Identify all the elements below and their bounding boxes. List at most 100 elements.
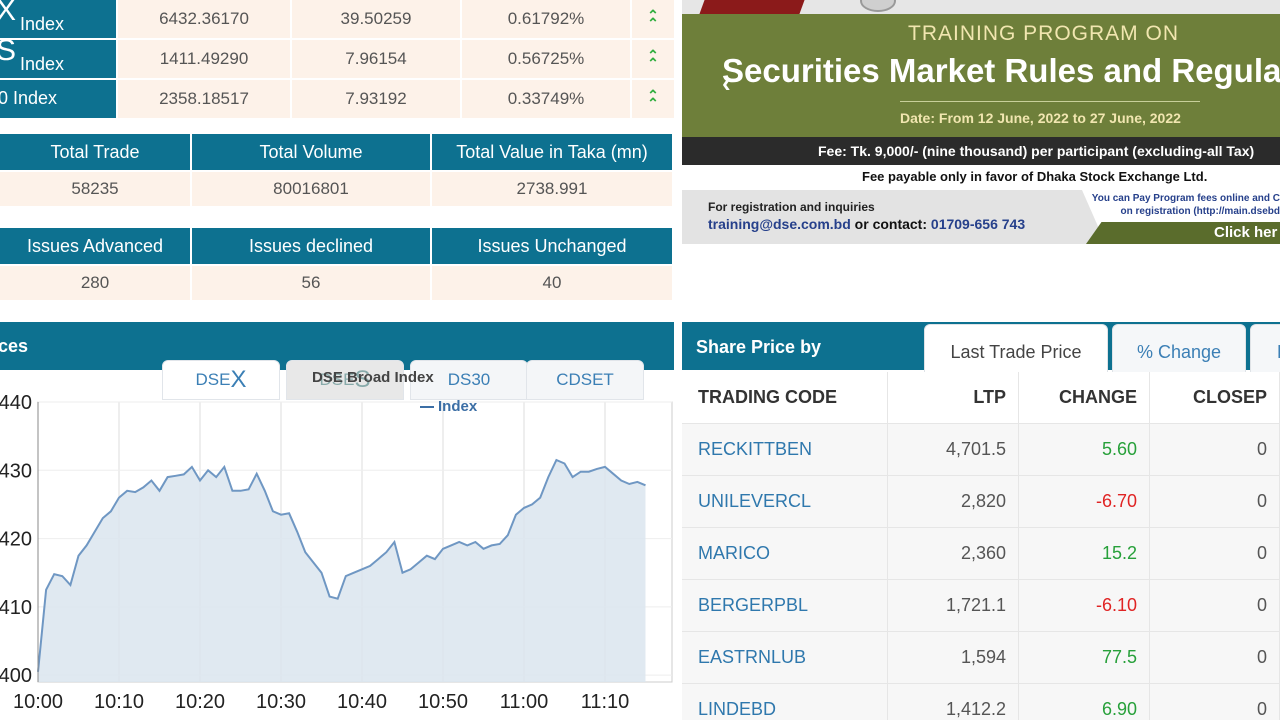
y-tick-label: 420 (0, 529, 32, 551)
index-value: 6432.36170 (116, 0, 290, 40)
chart-panel-title: ces (0, 336, 29, 356)
legend-label: Index (438, 398, 478, 415)
index-name[interactable]: S Index (0, 40, 116, 80)
issues-declined-header: Issues declined (192, 228, 432, 264)
index-name-label: 0 Index (0, 88, 58, 108)
ltp-cell: 1,412.2 (888, 684, 1019, 720)
x-tick-label: 10:30 (256, 691, 306, 713)
index-row: 0 Index 2358.18517 7.93192 0.33749% ⌃ ⌃ (0, 80, 674, 120)
training-banner[interactable]: TRAINING PROGRAM ON Securities Market Ru… (682, 0, 1280, 244)
index-percent: 0.33749% (460, 80, 630, 120)
trading-code-cell[interactable]: MARICO (682, 528, 888, 579)
trading-code-cell[interactable]: EASTRNLUB (682, 632, 888, 683)
trading-code-cell[interactable]: RECKITTBEN (682, 424, 888, 475)
ltp-cell: 2,820 (888, 476, 1019, 527)
trading-code-cell[interactable]: LINDEBD (682, 684, 888, 720)
index-value: 1411.49290 (116, 40, 290, 80)
closep-cell: 0 (1150, 684, 1280, 720)
chart-legend[interactable]: Index (420, 398, 477, 415)
ltp-cell: 4,701.5 (888, 424, 1019, 475)
banner-rule (900, 101, 1200, 102)
chart-tooltip: DSE Broad Index (312, 369, 434, 386)
col-trading-code[interactable]: TRADING CODE (682, 372, 888, 423)
table-row[interactable]: MARICO 2,360 15.2 0 (682, 528, 1280, 580)
ltp-cell: 2,360 (888, 528, 1019, 579)
x-tick-label: 10:40 (337, 691, 387, 713)
index-line-chart: 10:00 10:10 10:20 10:30 10:40 10:50 11:00 11:10… (0, 392, 673, 713)
banner-title: Securities Market Rules and Regula (722, 52, 1280, 89)
col-closep[interactable]: CLOSEP (1150, 372, 1280, 423)
closep-cell: 0 (1150, 476, 1280, 527)
tab-dses-prefix: DSE (319, 370, 355, 389)
banner-program: TRAINING PROGRAM ON (908, 22, 1180, 45)
total-volume-header: Total Volume (192, 134, 432, 170)
up-arrow-icon: ⌃ ⌃ (630, 80, 674, 120)
tab-cdset[interactable]: CDSET (526, 360, 644, 400)
pay-note-text: You can Pay Program fees online and C on … (1082, 192, 1280, 218)
tab-dsex-letter: X (230, 366, 247, 393)
y-tick-label: 440 (0, 392, 32, 414)
closep-cell: 0 (1150, 424, 1280, 475)
tab-last-trade-price[interactable]: Last Trade Price (924, 324, 1108, 380)
trading-code-cell[interactable]: BERGERPBL (682, 580, 888, 631)
banner-date: Date: From 12 June, 2022 to 27 June, 202… (900, 110, 1181, 126)
index-change: 39.50259 (290, 0, 460, 40)
tab-dses-letter: S (354, 366, 371, 393)
index-value: 2358.18517 (116, 80, 290, 120)
share-price-title: Share Price by (696, 337, 822, 357)
x-tick-label: 11:10 (581, 691, 630, 713)
ltp-cell: 1,721.1 (888, 580, 1019, 631)
registration-phone: 01709-656 743 (930, 216, 1026, 232)
y-tick-label: 410 (0, 597, 32, 619)
issues-declined-value: 56 (192, 264, 432, 300)
series-line (37, 458, 646, 672)
up-arrow-icon: ⌃ ⌃ (630, 0, 674, 40)
chevron-left-icon[interactable]: ‹ (722, 68, 731, 98)
closep-cell: 0 (1150, 580, 1280, 631)
total-trade-value: 58235 (0, 170, 192, 206)
pay-note-line: You can Pay Program fees online and C (1091, 193, 1280, 204)
table-row[interactable]: EASTRNLUB 1,594 77.5 0 (682, 632, 1280, 684)
table-row[interactable]: LINDEBD 1,412.2 6.90 0 (682, 684, 1280, 720)
table-row[interactable]: UNILEVERCL 2,820 -6.70 0 (682, 476, 1280, 528)
share-price-table: TRADING CODE LTP CHANGE CLOSEP RECKITTBE… (682, 372, 1280, 720)
banner-fee: Fee: Tk. 9,000/- (nine thousand) per par… (682, 137, 1280, 165)
index-name[interactable]: 0 Index (0, 80, 116, 120)
click-here-button[interactable]: Click her (1086, 222, 1280, 244)
pay-note-line: on registration (http://main.dsebd (1120, 206, 1280, 217)
registration-email[interactable]: training@dse.com.bd (708, 216, 851, 232)
change-cell: 6.90 (1019, 684, 1150, 720)
index-change: 7.96154 (290, 40, 460, 80)
index-percent: 0.61792% (460, 0, 630, 40)
x-tick-label: 10:10 (94, 691, 144, 713)
ltp-cell: 1,594 (888, 632, 1019, 683)
legend-swatch (420, 406, 434, 409)
index-name[interactable]: X Index (0, 0, 116, 40)
x-tick-label: 11:00 (500, 691, 549, 713)
index-name-letter: X (0, 0, 16, 28)
tab-ds30[interactable]: DS30 (410, 360, 528, 400)
trading-code-cell[interactable]: UNILEVERCL (682, 476, 888, 527)
closep-cell: 0 (1150, 632, 1280, 683)
tab-dses[interactable]: DSE S (286, 360, 404, 400)
index-percent: 0.56725% (460, 40, 630, 80)
change-cell: 5.60 (1019, 424, 1150, 475)
tab-dsex[interactable]: DSE X (162, 360, 280, 400)
index-name-label: Index (20, 54, 65, 74)
col-ltp[interactable]: LTP (888, 372, 1019, 423)
total-value-value: 2738.991 (432, 170, 674, 206)
total-trade-header: Total Trade (0, 134, 192, 170)
table-header-row: TRADING CODE LTP CHANGE CLOSEP (682, 372, 1280, 424)
change-cell: 15.2 (1019, 528, 1150, 579)
index-chart-panel: ces 10:00 10:10 10:20 10:30 10:40 10:50 11:00 1… (0, 322, 674, 720)
table-row[interactable]: BERGERPBL 1,721.1 -6.10 0 (682, 580, 1280, 632)
col-change[interactable]: CHANGE (1019, 372, 1150, 423)
x-tick-label: 10:50 (418, 691, 468, 713)
issue-stats-table: Issues Advanced Issues declined Issues U… (0, 228, 674, 300)
share-price-panel: Share Price by Last Trade Price % Change… (682, 322, 1280, 720)
table-row[interactable]: RECKITTBEN 4,701.5 5.60 0 (682, 424, 1280, 476)
y-tick-label: 400 (0, 665, 32, 687)
total-value-header: Total Value in Taka (mn) (432, 134, 674, 170)
tab-percent-change[interactable]: % Change (1112, 324, 1246, 380)
